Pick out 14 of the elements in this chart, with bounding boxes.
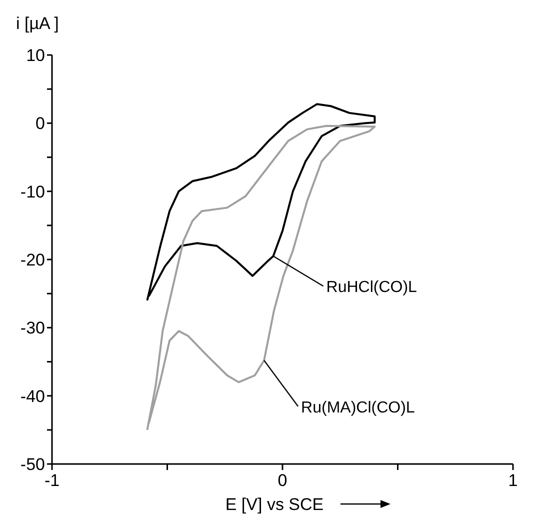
x-tick-label: -1 [44, 471, 60, 490]
y-tick-label: 0 [36, 114, 45, 134]
y-axis-title: i [µA ] [16, 14, 59, 34]
x-tick-label: 1 [508, 471, 518, 490]
y-tick-label: -40 [20, 386, 45, 406]
text: Ru(MA)Cl(CO)L [301, 399, 415, 416]
y-tick-label: -20 [20, 250, 45, 270]
y-tick-label: -30 [20, 318, 45, 338]
text: RuHCl(CO)L [326, 279, 418, 296]
y-tick-label: 10 [26, 46, 45, 65]
x-tick-label: 0 [278, 471, 288, 490]
y-tick-label: -10 [20, 182, 45, 202]
y-tick-label: -50 [20, 455, 45, 474]
x-axis-title: E [V] vs SCE [225, 495, 324, 514]
